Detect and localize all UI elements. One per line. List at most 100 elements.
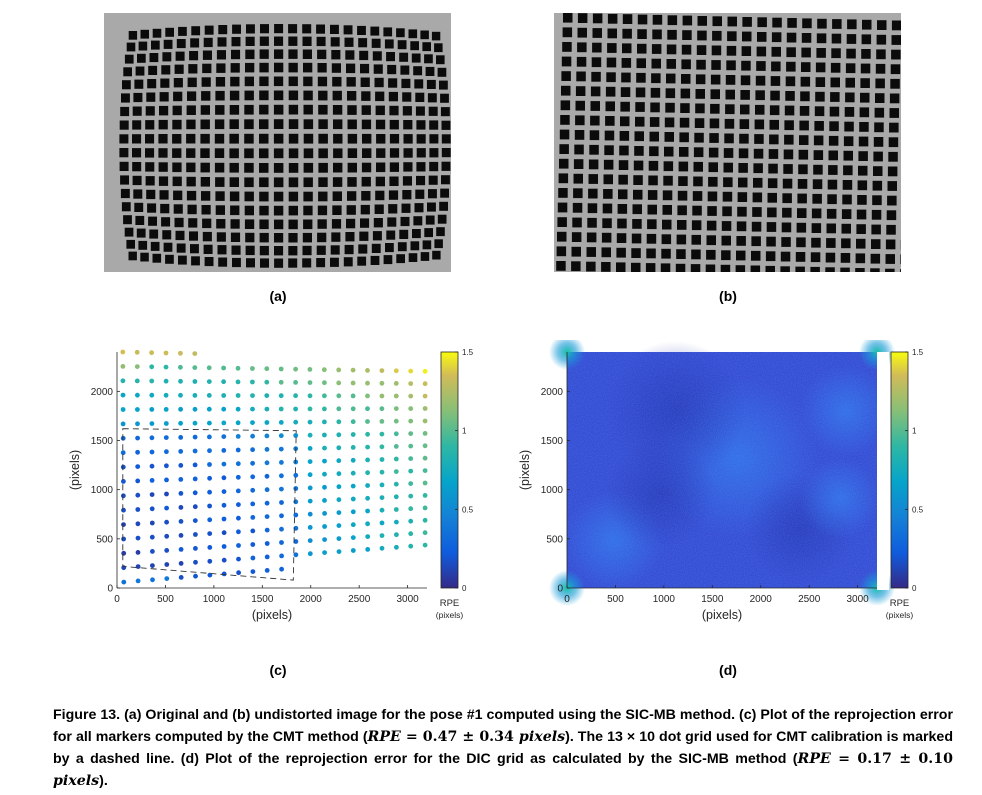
checker-square (738, 163, 748, 173)
checker-square (633, 160, 644, 171)
checker-square (318, 177, 328, 187)
marker-point (164, 519, 169, 525)
y-tick-label: 1000 (541, 485, 564, 496)
checker-square (617, 218, 627, 229)
checker-square (427, 93, 437, 103)
checker-square (424, 54, 433, 64)
checker-square (587, 217, 597, 228)
checker-square (190, 244, 199, 254)
marker-point (365, 406, 370, 412)
marker-point (193, 532, 198, 537)
checker-square (618, 174, 628, 185)
marker-point (163, 435, 169, 440)
checker-square (288, 133, 299, 144)
marker-point (135, 435, 140, 441)
checker-square (135, 66, 145, 76)
checker-square (400, 216, 410, 227)
checker-square (361, 91, 371, 101)
checker-square (273, 177, 284, 188)
checker-square (767, 178, 778, 189)
marker-point (350, 432, 356, 437)
checker-square (389, 148, 400, 158)
marker-point (365, 547, 371, 552)
checker-square (576, 71, 586, 82)
panel-a-label: (a) (269, 288, 287, 304)
checker-square (123, 67, 132, 77)
marker-point (264, 527, 270, 533)
checker-square (303, 205, 313, 216)
checker-square (571, 246, 581, 257)
checker-square (303, 177, 313, 188)
checker-square (874, 122, 884, 133)
checker-square (145, 120, 155, 130)
checker-square (288, 62, 298, 73)
checker-square (436, 55, 445, 65)
marker-point (264, 433, 270, 439)
checker-square (288, 177, 299, 188)
checker-square (633, 175, 643, 185)
checker-square (561, 71, 571, 81)
checker-square (682, 30, 692, 40)
marker-point (422, 517, 428, 523)
colorbar-tick-label: 1 (462, 427, 467, 436)
marker-point (307, 485, 313, 491)
checker-square (754, 134, 764, 144)
checker-square (840, 253, 851, 263)
checker-square (812, 179, 823, 190)
y-tick-label: 500 (546, 534, 563, 545)
checker-square (649, 117, 660, 127)
checker-square (796, 237, 806, 248)
checker-square (200, 162, 210, 173)
checker-square (557, 217, 567, 227)
checker-square (766, 236, 776, 247)
marker-point (192, 518, 198, 523)
checker-square (601, 247, 611, 258)
marker-point (149, 534, 155, 540)
marker-point (379, 431, 385, 437)
marker-point (207, 531, 213, 536)
checker-square (357, 25, 366, 35)
marker-point (235, 488, 241, 494)
checker-square (231, 49, 241, 60)
checker-square (386, 52, 395, 62)
checker-square (332, 191, 342, 201)
checker-square (634, 146, 644, 156)
marker-point (365, 444, 370, 450)
checker-square (620, 87, 631, 97)
marker-point (135, 507, 141, 512)
checker-square (124, 227, 134, 237)
checker-square (273, 148, 284, 159)
checker-square (374, 77, 384, 88)
checker-square (303, 76, 313, 87)
checker-square (331, 63, 341, 73)
colorbar-tick-label: 0 (462, 584, 467, 593)
marker-point (250, 379, 255, 385)
marker-point (149, 492, 155, 497)
checker-square (856, 209, 867, 220)
y-axis-label: (pixels) (68, 450, 82, 490)
checker-square (375, 119, 386, 130)
checker-square (288, 258, 298, 268)
checker-square (575, 115, 585, 126)
marker-point (221, 571, 227, 577)
checker-square (402, 176, 412, 186)
checker-square (158, 134, 168, 144)
checker-square (245, 49, 255, 60)
checker-square (766, 222, 777, 232)
marker-point (221, 544, 227, 549)
checker-square (826, 223, 836, 234)
marker-point (379, 495, 385, 500)
checker-square (769, 134, 779, 145)
checker-square (828, 165, 838, 175)
marker-point (307, 498, 313, 504)
panel-b-label: (b) (719, 288, 737, 304)
checker-square (590, 101, 600, 111)
checker-square (317, 76, 328, 87)
checker-square (784, 105, 795, 116)
checker-square (740, 75, 751, 86)
marker-point (178, 350, 183, 356)
checker-square (375, 190, 385, 201)
checker-square (216, 232, 226, 242)
marker-point (350, 367, 356, 373)
marker-point (235, 365, 241, 371)
